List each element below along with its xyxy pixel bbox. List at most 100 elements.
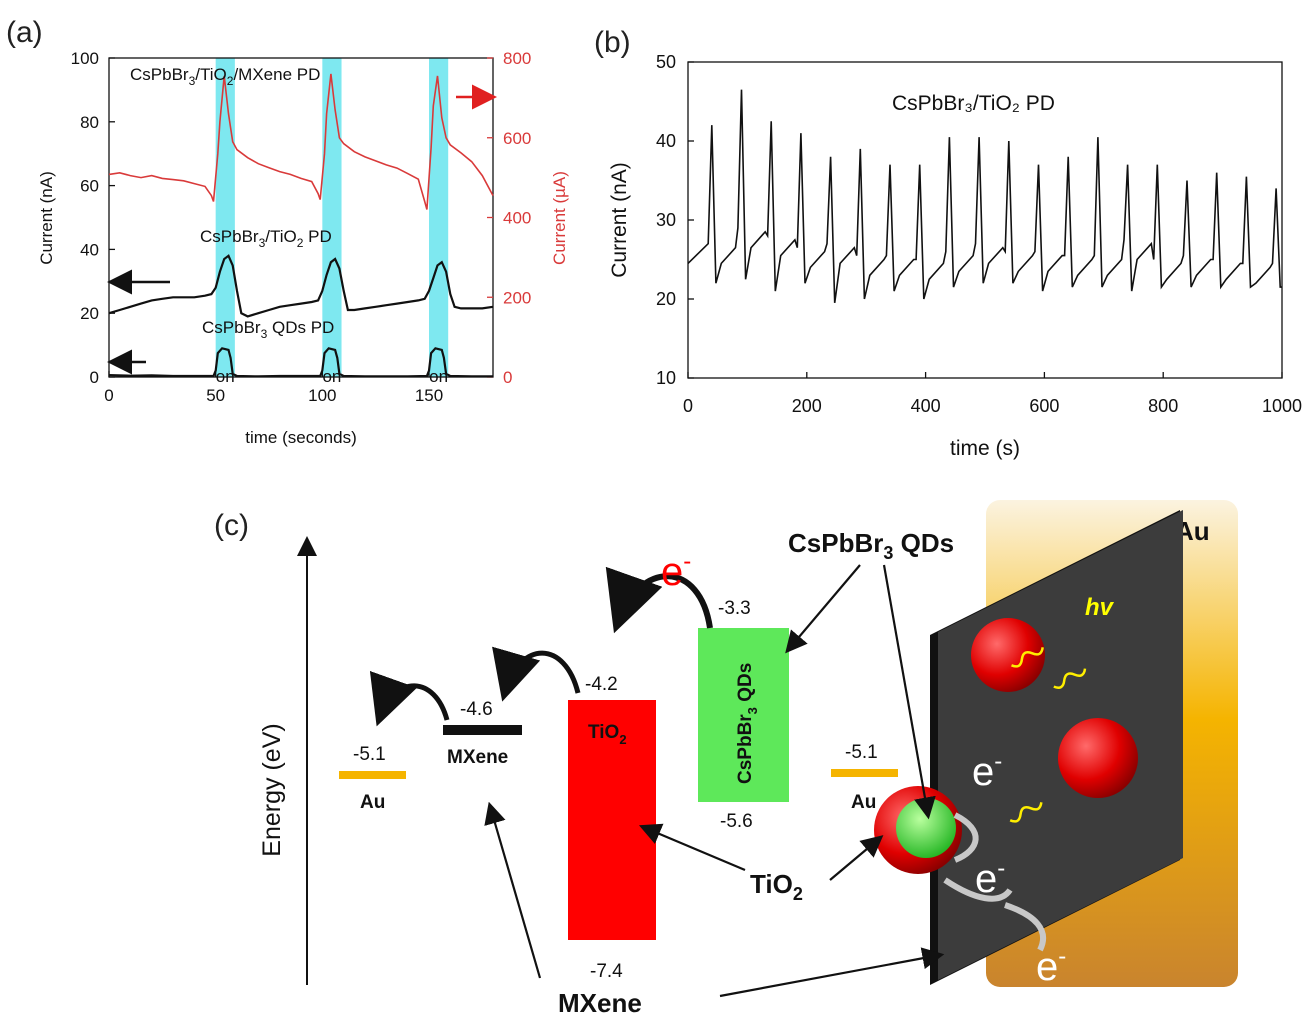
y-right-tick-label: 800 [503, 49, 531, 68]
chart-title-b: CsPbBr₃/TiO₂ PD [892, 92, 1055, 115]
callout-tio2: TiO2 [750, 869, 803, 904]
y-axis-label-right-a: Current (µA) [550, 171, 569, 265]
x-tick-label: 200 [792, 396, 822, 416]
au-level-right [831, 769, 898, 777]
transfer-arrow-mxene-au [369, 670, 450, 727]
panel-b: (b) 0 200 400 600 800 1000 10 20 30 40 50 CsPbBr₃/… [594, 26, 1302, 460]
series-line-3 [108, 347, 493, 378]
y-right-tick-label: 0 [503, 368, 512, 387]
electron-label-1: e- [972, 748, 1002, 794]
y-tick-label: 10 [656, 368, 676, 388]
series-label-tio2-pd: CsPbBr3/TiO2 PD [200, 227, 332, 250]
qd-sphere-1 [971, 618, 1045, 692]
electron-label-2: e- [975, 855, 1005, 901]
on-label: on [216, 367, 235, 386]
on-window-2 [322, 58, 342, 377]
series-lines-a [108, 73, 494, 378]
panel-label-c: (c) [214, 509, 249, 542]
mxene-level [443, 725, 522, 735]
callout-tio2-arrow-1 [638, 823, 746, 872]
photon-wave-3 [1009, 802, 1043, 823]
callout-mxene: MXene [558, 988, 642, 1018]
qd-core [896, 798, 956, 858]
x-axis-label-b: time (s) [950, 437, 1020, 460]
energy-axis-label: Energy (eV) [258, 723, 286, 856]
y-tick-label: 50 [656, 52, 676, 72]
y-tick-label: 20 [80, 304, 99, 323]
series-line-b [687, 89, 1282, 304]
hv-label: hv [1085, 594, 1115, 621]
y-right-tick-label: 600 [503, 129, 531, 148]
axis-ticks-b: 0 200 400 600 800 1000 10 20 30 40 50 [656, 52, 1302, 416]
y-tick-label: 40 [656, 131, 676, 151]
electron-label-main: e- [661, 548, 691, 594]
tio2-band [568, 700, 656, 940]
x-tick-label: 0 [104, 386, 113, 405]
qd-band [698, 628, 789, 802]
qd-sphere-2 [1058, 718, 1138, 798]
electron-path-1 [953, 812, 979, 863]
y-right-tick-label: 200 [503, 288, 531, 307]
y-tick-label: 60 [80, 177, 99, 196]
y-tick-label: 100 [71, 49, 99, 68]
y-tick-label: 30 [656, 210, 676, 230]
panel-a: (a) 0 50 100 150 0 20 40 60 80 100 0 200 400 600 800 o… [6, 16, 569, 447]
x-axis-label-a: time (seconds) [245, 428, 356, 447]
x-tick-label: 1000 [1262, 396, 1302, 416]
on-labels: on on on [216, 367, 448, 386]
x-tick-label: 800 [1148, 396, 1178, 416]
qd-band-label: CsPbBr3 QDs [735, 663, 760, 784]
x-tick-label: 0 [683, 396, 693, 416]
callout-mxene-arrow-1 [484, 801, 542, 979]
photon-wave-2 [1053, 668, 1087, 690]
qd-bottom-value: -5.6 [720, 811, 753, 832]
au-level-left [339, 771, 406, 779]
x-tick-label: 400 [911, 396, 941, 416]
tio2-label: TiO2 [588, 722, 627, 747]
on-label: on [429, 367, 448, 386]
y-tick-label: 0 [90, 368, 99, 387]
x-tick-label: 50 [206, 386, 225, 405]
callout-qds-arrow-2 [882, 564, 936, 820]
y-axis-label-b: Current (nA) [608, 162, 631, 278]
qd-top-value: -3.3 [718, 598, 751, 619]
panel-c: (c) Energy (eV) -5.1 Au -4.6 MXene -4.2 … [214, 500, 1238, 1018]
panel-label-b: (b) [594, 26, 631, 59]
au-value-right: -5.1 [845, 742, 878, 763]
mxene-label: MXene [447, 747, 508, 768]
x-tick-label: 600 [1029, 396, 1059, 416]
tio2-top-value: -4.2 [585, 674, 618, 695]
on-window-3 [429, 58, 449, 377]
transfer-arrow-tio2-mxene [492, 646, 581, 702]
mxene-value: -4.6 [460, 699, 493, 720]
electron-path-2 [943, 877, 1013, 902]
series-line-1 [108, 73, 494, 210]
panel-label-a: (a) [6, 16, 43, 49]
y-right-tick-label: 400 [503, 209, 531, 228]
callout-tio2-arrow-2 [829, 835, 884, 881]
au-label-left: Au [360, 792, 385, 813]
on-window-1 [215, 58, 235, 377]
series-label-qd-pd: CsPbBr3 QDs PD [202, 318, 334, 341]
electron-path-3 [1004, 902, 1047, 952]
series-label-mxene-pd: CsPbBr3/TiO2/MXene PD [130, 65, 320, 88]
on-highlights [215, 58, 449, 377]
y-tick-label: 80 [80, 113, 99, 132]
au-label-right: Au [851, 792, 876, 813]
x-tick-label: 100 [308, 386, 336, 405]
tio2-bottom-value: -7.4 [590, 961, 623, 982]
x-tick-label: 150 [415, 386, 443, 405]
series-line-2 [108, 254, 494, 318]
electron-label-3: e- [1036, 943, 1066, 989]
photon-wave-1 [1011, 647, 1044, 668]
transfer-arrow-qd-tio2 [605, 566, 713, 634]
axis-ticks-a: 0 50 100 150 0 20 40 60 80 100 0 200 400 600 800 [71, 49, 532, 405]
y-axis-label-a: Current (nA) [37, 171, 56, 265]
callout-mxene-arrow-2 [719, 947, 945, 998]
callout-qds: CsPbBr3 QDs [788, 528, 954, 563]
callout-qds-arrow-1 [785, 564, 861, 654]
au-value-left: -5.1 [353, 744, 386, 765]
y-tick-label: 20 [656, 289, 676, 309]
y-tick-label: 40 [80, 240, 99, 259]
